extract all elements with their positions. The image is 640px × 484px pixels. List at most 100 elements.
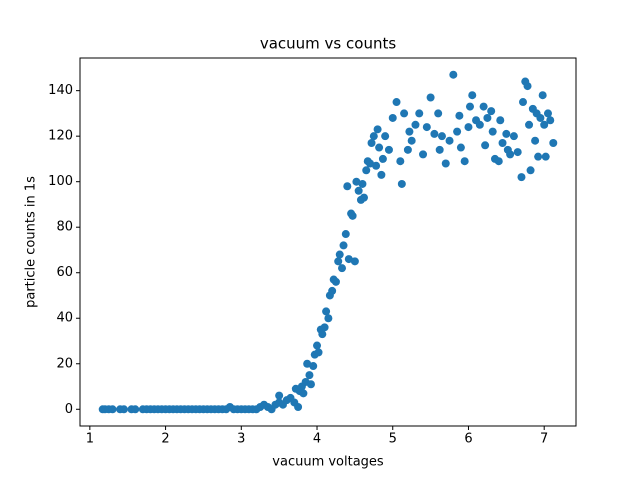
y-tick-label: 140: [48, 83, 73, 98]
point: [388, 113, 397, 122]
point: [455, 111, 464, 120]
axes-frame: [79, 57, 577, 427]
point: [335, 250, 344, 259]
x-tick-label: 5: [389, 432, 397, 447]
y-tick-label: 80: [56, 220, 73, 235]
point: [372, 161, 381, 170]
point: [131, 405, 140, 414]
point: [348, 211, 357, 220]
point: [546, 116, 555, 125]
point: [381, 132, 390, 141]
point: [328, 286, 337, 295]
point: [397, 179, 406, 188]
point: [358, 179, 367, 188]
point: [525, 120, 534, 129]
y-tick-label: 20: [56, 356, 73, 371]
point: [362, 166, 371, 175]
x-tick-label: 3: [237, 432, 245, 447]
point: [517, 173, 526, 182]
point: [456, 143, 465, 152]
point: [464, 123, 473, 132]
y-tick-label: 60: [56, 265, 73, 280]
point: [108, 405, 117, 414]
point: [453, 127, 462, 136]
x-tick-label: 6: [464, 432, 472, 447]
point: [449, 70, 458, 79]
point: [314, 348, 323, 357]
x-axis-label: vacuum voltages: [272, 455, 384, 470]
point: [496, 116, 505, 125]
point: [426, 93, 435, 102]
point: [415, 109, 424, 118]
point: [531, 136, 540, 145]
point: [498, 139, 507, 148]
point: [494, 157, 503, 166]
point: [468, 91, 477, 100]
point: [392, 98, 401, 107]
point: [350, 257, 359, 266]
x-tick-label: 4: [313, 432, 321, 447]
point: [549, 139, 558, 148]
point: [536, 113, 545, 122]
point: [441, 159, 450, 168]
point: [534, 152, 543, 161]
point: [305, 371, 314, 380]
point: [313, 341, 322, 350]
point: [543, 109, 552, 118]
point: [369, 132, 378, 141]
point: [343, 182, 352, 191]
point: [437, 132, 446, 141]
point: [377, 170, 386, 179]
point: [299, 389, 308, 398]
point: [481, 141, 490, 150]
y-tick-label: 100: [48, 174, 73, 189]
point: [373, 125, 382, 134]
point: [339, 241, 348, 250]
point: [324, 314, 333, 323]
point: [411, 120, 420, 129]
point: [540, 120, 549, 129]
y-tick-label: 0: [65, 402, 73, 417]
point: [509, 132, 518, 141]
point: [275, 391, 284, 400]
point: [338, 264, 347, 273]
point: [488, 127, 497, 136]
point: [538, 91, 547, 100]
y-tick-label: 40: [56, 311, 73, 326]
point: [119, 405, 128, 414]
y-axis-label: particle counts in 1s: [24, 176, 39, 308]
point: [419, 150, 428, 159]
point: [322, 307, 331, 316]
point: [378, 154, 387, 163]
point: [384, 145, 393, 154]
point: [475, 120, 484, 129]
y-tick-label: 120: [48, 129, 73, 144]
x-tick-label: 1: [86, 432, 94, 447]
point: [341, 230, 350, 239]
x-tick-label: 2: [161, 432, 169, 447]
point: [541, 152, 550, 161]
point: [309, 362, 318, 371]
point: [460, 157, 469, 166]
point: [407, 136, 416, 145]
point: [352, 177, 361, 186]
point: [435, 145, 444, 154]
point: [366, 159, 375, 168]
point: [320, 323, 329, 332]
point: [479, 102, 488, 111]
point: [318, 330, 327, 339]
point: [483, 113, 492, 122]
point: [354, 186, 363, 195]
point: [506, 150, 515, 159]
point: [396, 157, 405, 166]
chart-title: vacuum vs counts: [260, 35, 396, 53]
point: [367, 139, 376, 148]
point: [359, 193, 368, 202]
point: [430, 129, 439, 138]
point: [465, 102, 474, 111]
point: [502, 129, 511, 138]
point: [487, 107, 496, 116]
point: [513, 148, 522, 157]
point: [400, 109, 409, 118]
point: [445, 136, 454, 145]
